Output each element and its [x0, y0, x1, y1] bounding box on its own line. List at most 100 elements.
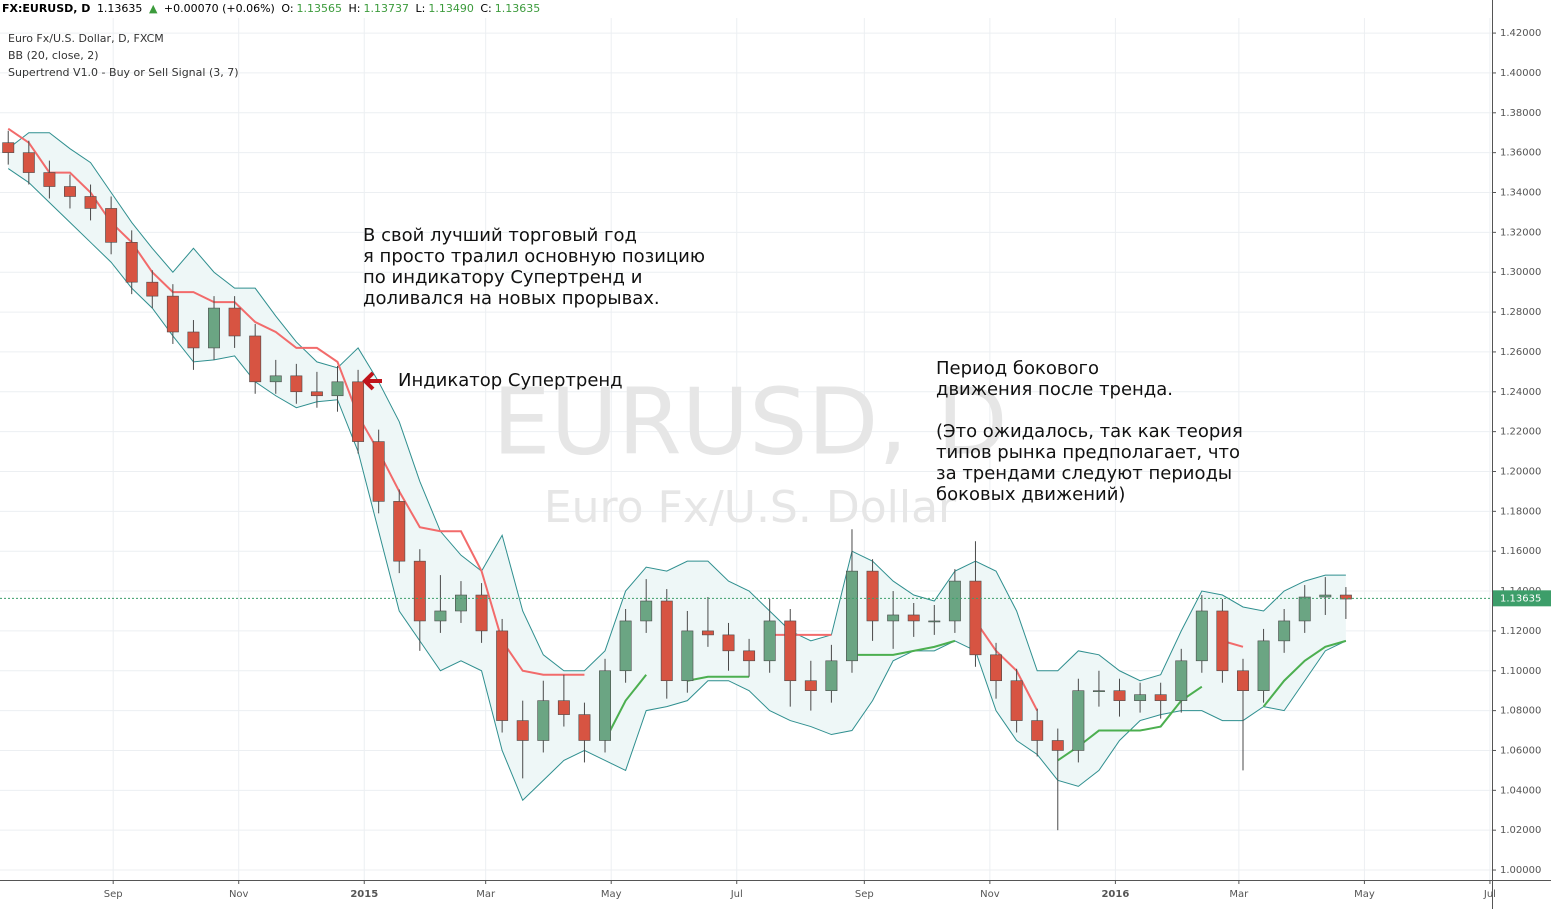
- candle-body: [290, 375, 303, 393]
- annotation-arrow: [362, 371, 382, 391]
- y-tick-label: 1.06000: [1500, 745, 1541, 756]
- x-tick-label: Nov: [980, 889, 1000, 900]
- candle-body: [208, 307, 220, 349]
- x-tick-label: 2016: [1101, 889, 1129, 900]
- candle-body: [1072, 690, 1085, 751]
- y-tick-label: 1.24000: [1500, 387, 1541, 398]
- candle-body: [557, 700, 570, 715]
- candle-body: [1175, 660, 1188, 701]
- y-tick-label: 1.02000: [1500, 825, 1541, 836]
- x-tick-label: May: [601, 889, 622, 900]
- candle-body: [310, 391, 323, 397]
- candle-body: [763, 620, 776, 662]
- candle-body: [166, 295, 179, 333]
- x-tick-label: Mar: [476, 889, 496, 900]
- candle-body: [2, 142, 15, 153]
- y-tick-label: 1.16000: [1500, 546, 1541, 557]
- candle-body: [146, 281, 159, 297]
- supertrend-down: [7, 127, 1244, 712]
- candle-body: [948, 580, 961, 622]
- candle-body: [1154, 694, 1167, 701]
- axis-panel: [1492, 0, 1551, 909]
- candle-body: [907, 614, 920, 622]
- y-tick-label: 1.18000: [1500, 506, 1541, 517]
- h-label: H:: [348, 2, 361, 15]
- bb-lower: [7, 168, 1347, 802]
- candle-body: [928, 620, 941, 623]
- candle-body: [1051, 740, 1064, 751]
- y-tick-label: 1.22000: [1500, 427, 1541, 438]
- candle-body: [372, 441, 385, 502]
- annotation: по индикатору Супертренд и: [363, 267, 642, 288]
- candle-body: [393, 501, 406, 562]
- y-tick-label: 1.26000: [1500, 347, 1541, 358]
- candle-body: [64, 186, 76, 197]
- candle-body: [1339, 594, 1352, 600]
- candle-body: [1031, 720, 1044, 741]
- candle-body: [743, 650, 756, 662]
- annotation: боковых движений): [936, 484, 1125, 505]
- candle-body: [681, 630, 694, 682]
- change: +0.00070 (+0.06%): [163, 2, 275, 15]
- y-tick-label: 1.12000: [1500, 626, 1541, 637]
- candle-body: [784, 620, 797, 682]
- y-tick-label: 1.38000: [1500, 108, 1541, 119]
- y-tick-label: 1.34000: [1500, 188, 1541, 199]
- candle-body: [640, 600, 653, 622]
- h: 1.13737: [363, 2, 410, 15]
- annotation: Период бокового: [936, 358, 1099, 379]
- candle-body: [434, 610, 447, 622]
- candle-body: [1216, 610, 1229, 672]
- l: 1.13490: [428, 2, 474, 15]
- y-tick-label: 1.00000: [1500, 865, 1541, 876]
- annotation: (Это ожидалось, так как теория: [936, 421, 1243, 442]
- candle-body: [413, 560, 426, 622]
- candle-body: [43, 172, 56, 187]
- candle-body: [22, 152, 35, 173]
- legend-item: Supertrend V1.0 - Buy or Sell Signal (3,…: [8, 66, 239, 79]
- x-tick-label: Sep: [104, 889, 123, 900]
- candle-body: [1237, 670, 1249, 691]
- candle-body: [1113, 690, 1126, 701]
- annotation: типов рынка предполагает, что: [936, 442, 1240, 463]
- last-price-label: 1.13635: [1500, 593, 1541, 604]
- candle-body: [455, 594, 467, 612]
- y-tick-label: 1.30000: [1500, 267, 1541, 278]
- x-tick-label: Sep: [855, 889, 874, 900]
- y-tick-label: 1.28000: [1500, 307, 1541, 318]
- y-tick-label: 1.08000: [1500, 706, 1541, 717]
- candle-body: [1010, 680, 1023, 721]
- candle-body: [825, 660, 838, 691]
- candle-body: [866, 570, 879, 622]
- candle-body: [269, 375, 282, 383]
- o: 1.13565: [296, 2, 343, 15]
- candle-body: [969, 580, 982, 656]
- c-label: C:: [480, 2, 492, 15]
- o-label: O:: [281, 2, 294, 15]
- candle-body: [804, 680, 817, 691]
- candle-body: [1195, 610, 1208, 662]
- y-tick-label: 1.36000: [1500, 148, 1541, 159]
- candle-body: [846, 570, 858, 662]
- annotation: Индикатор Супертренд: [398, 370, 623, 391]
- x-tick-label: Nov: [229, 889, 249, 900]
- y-tick-label: 1.20000: [1500, 466, 1541, 477]
- y-tick-label: 1.32000: [1500, 227, 1541, 238]
- watermark: Euro Fx/U.S. Dollar: [544, 482, 957, 533]
- header: FX:EURUSD, D 1.13635 ▲ +0.00070 (+0.06%)…: [0, 0, 1492, 18]
- candle-body: [1319, 594, 1332, 598]
- supertrend-up: [604, 639, 1347, 762]
- symbol: FX:EURUSD, D: [2, 2, 91, 15]
- band-fill: [8, 132, 1346, 801]
- candle-body: [537, 700, 550, 741]
- candle-body: [228, 307, 241, 337]
- candle-body: [1134, 694, 1147, 701]
- candle-body: [105, 208, 118, 243]
- candle-body: [84, 196, 97, 209]
- candle-body: [249, 335, 262, 383]
- candle-body: [722, 634, 735, 652]
- candle-body: [660, 600, 673, 682]
- y-tick-label: 1.04000: [1500, 785, 1541, 796]
- x-tick-label: May: [1354, 889, 1375, 900]
